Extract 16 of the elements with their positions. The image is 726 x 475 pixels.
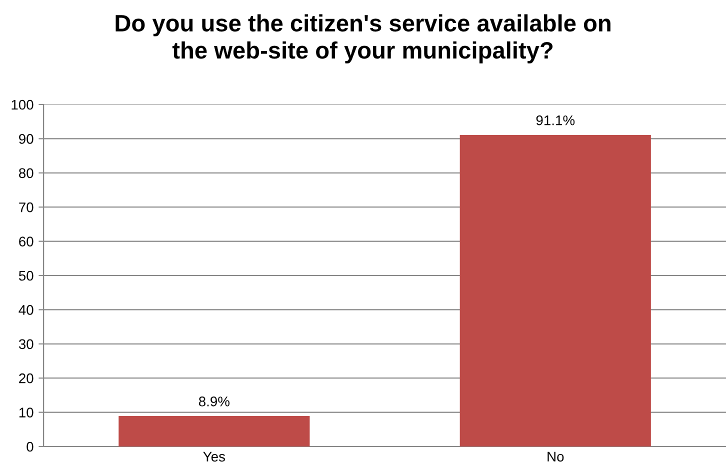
y-tick-label: 60 bbox=[19, 236, 34, 246]
y-tick-label: 50 bbox=[18, 270, 34, 281]
y-tick-label: 0 bbox=[26, 442, 34, 452]
y-tick-label: 70 bbox=[19, 202, 34, 212]
x-tick-label: No bbox=[548, 452, 564, 462]
y-tick-label: 80 bbox=[18, 168, 34, 178]
y-tick-label: 90 bbox=[19, 134, 34, 144]
y-tick-label: 10 bbox=[19, 408, 34, 418]
y-tick-label: 20 bbox=[19, 373, 34, 384]
y-tick-label: 100 bbox=[12, 100, 34, 110]
data-label: 91.1% bbox=[536, 115, 575, 126]
chart-title: Do you use the citizen's service available on the web-site of your municipality? bbox=[116, 14, 610, 64]
data-label: 8.9% bbox=[198, 396, 230, 406]
x-tick-label: Yes bbox=[203, 452, 225, 462]
y-tick-label: 30 bbox=[18, 339, 34, 350]
y-tick-label: 40 bbox=[18, 305, 34, 315]
